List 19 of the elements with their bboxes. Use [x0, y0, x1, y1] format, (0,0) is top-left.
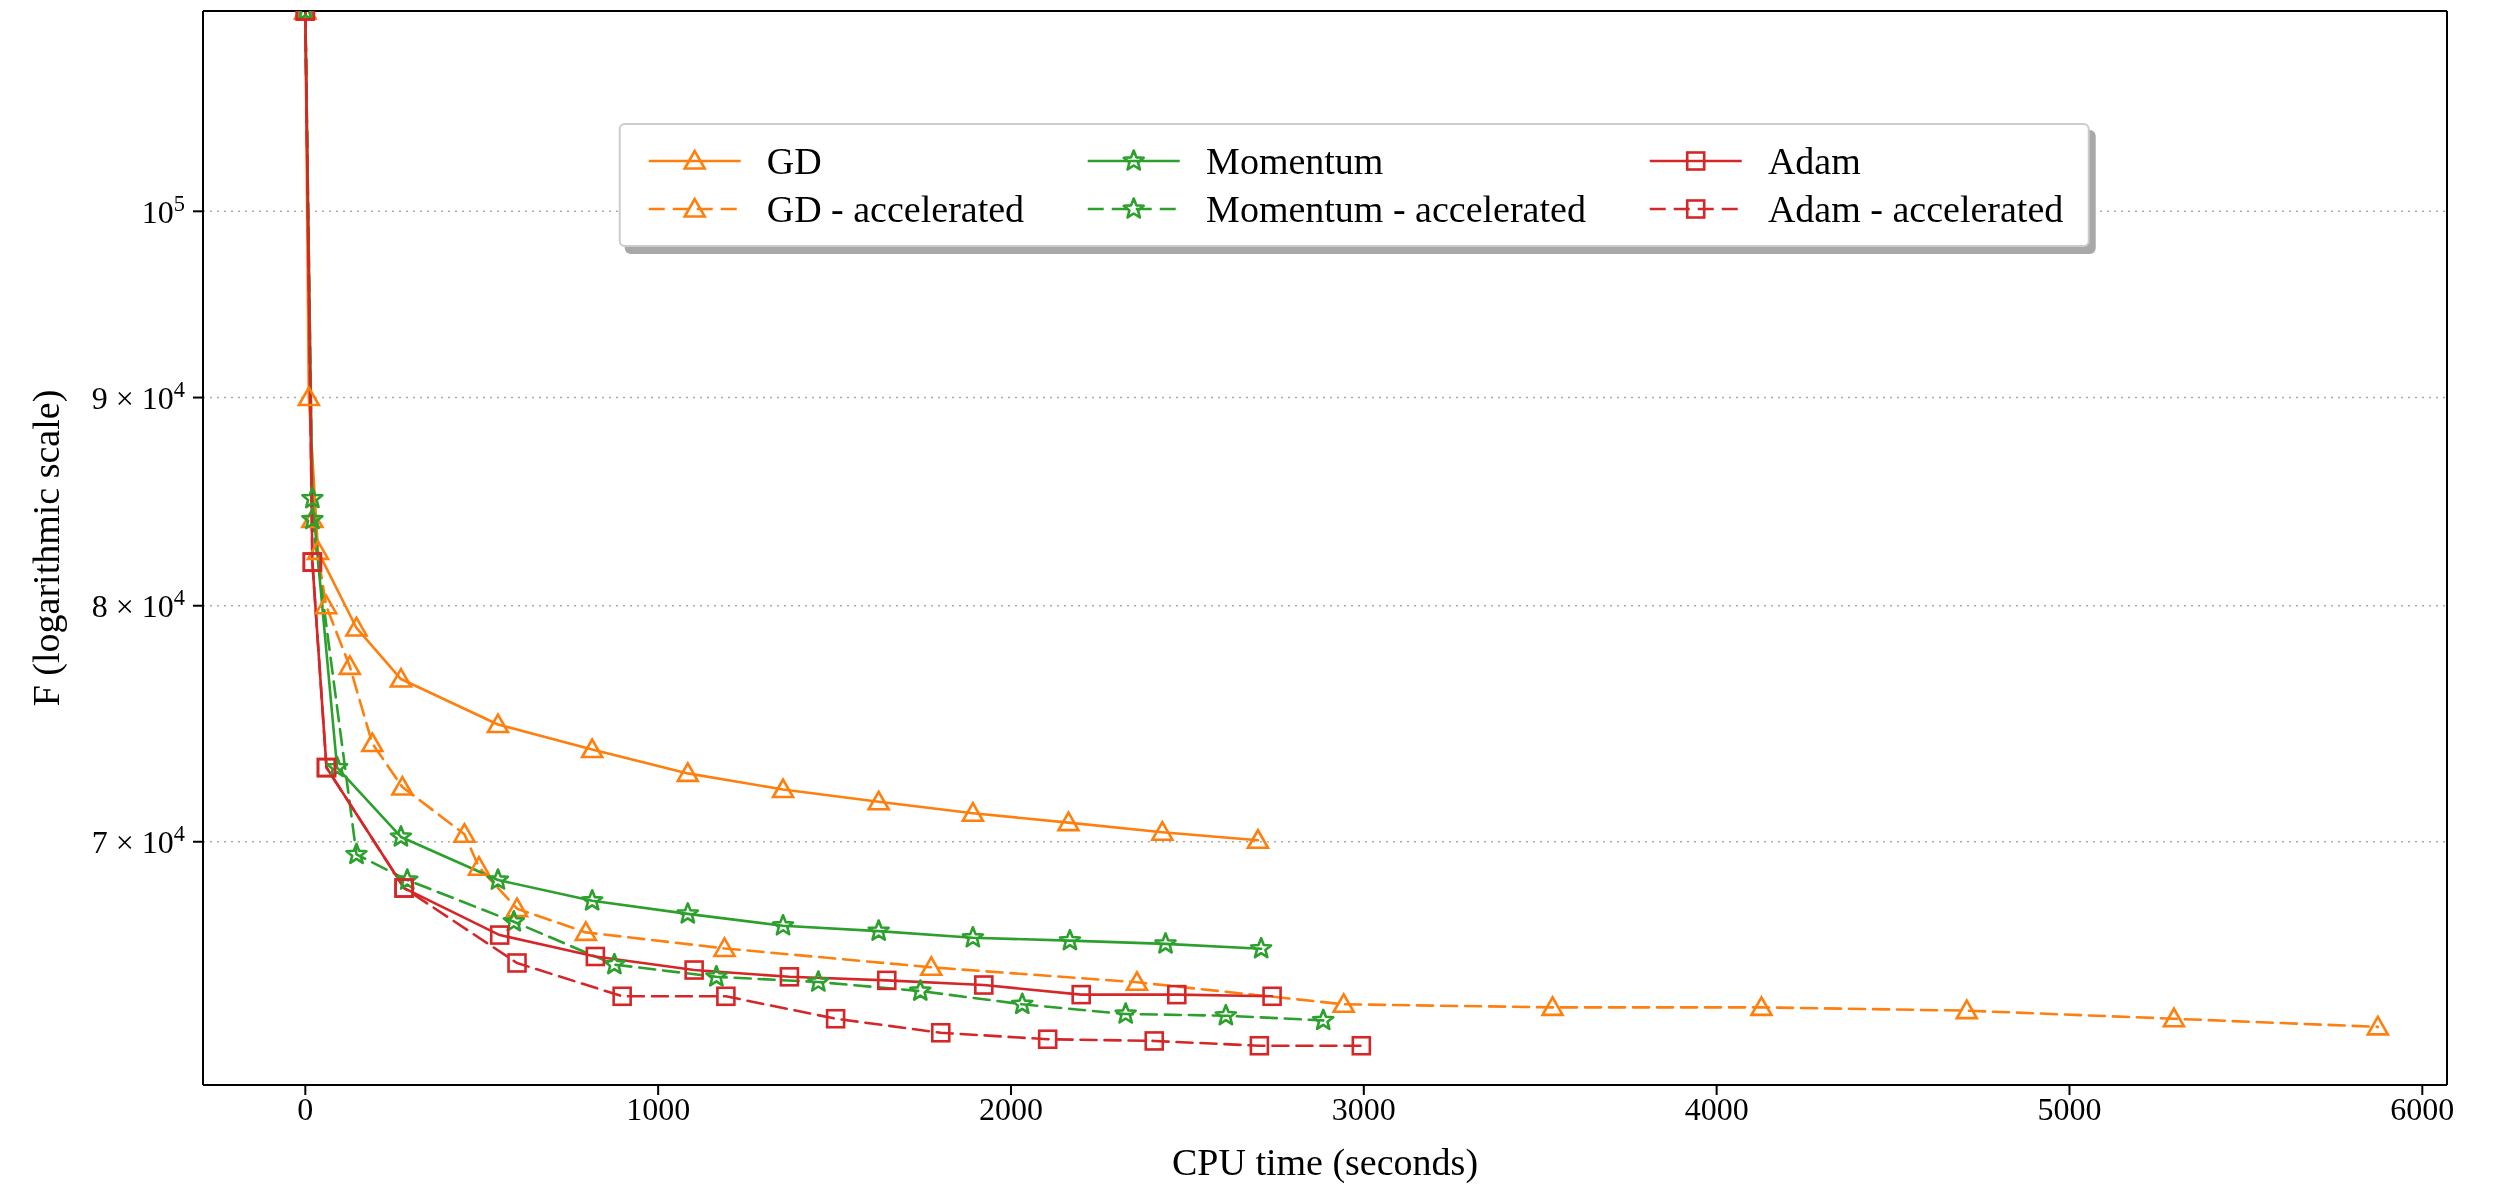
legend-label: GD: [766, 139, 822, 183]
y-axis-title: F (logarithmic scale): [24, 389, 68, 707]
legend-label: Momentum - accelerated: [1206, 187, 1586, 231]
y-tick-label: 10$^{5}$: [141, 190, 185, 230]
x-tick-label: 5000: [2037, 1090, 2102, 1127]
y-tick-label: 8 × 10$^{4}$: [91, 584, 185, 624]
legend-label: Adam: [1767, 139, 1861, 183]
x-tick-label: 3000: [1331, 1090, 1396, 1127]
x-tick-label: 0: [297, 1090, 314, 1127]
x-tick-label: 2000: [978, 1090, 1043, 1127]
x-tick-label: 4000: [1684, 1090, 1749, 1127]
x-tick-label: 6000: [2390, 1090, 2455, 1127]
legend-label: GD - accelerated: [766, 187, 1025, 231]
x-tick-label: 1000: [626, 1090, 691, 1127]
legend-label: Momentum: [1206, 139, 1384, 183]
x-axis-title: CPU time (seconds): [1171, 1140, 1479, 1184]
y-tick-label: 7 × 10$^{4}$: [91, 820, 185, 860]
y-tick-label: 9 × 10$^{4}$: [91, 376, 185, 416]
legend-label: Adam - accelerated: [1767, 187, 2064, 231]
